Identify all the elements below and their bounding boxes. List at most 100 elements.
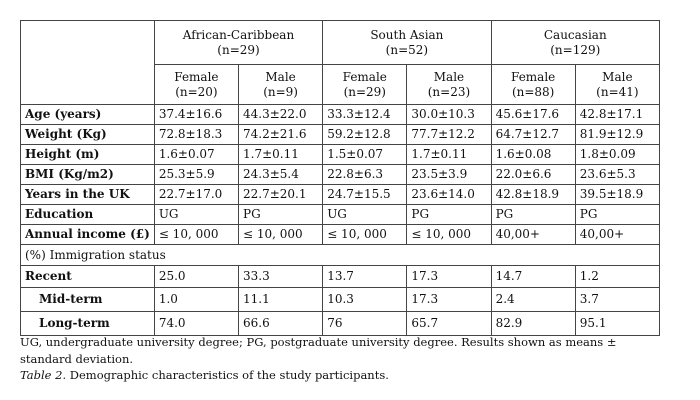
sex-count: (n=9): [263, 84, 298, 99]
table-cell: 22.7±20.1: [237, 184, 324, 205]
table-cell: 37.4±16.6: [153, 104, 240, 125]
table-cell: 23.5±3.9: [406, 164, 492, 185]
table-row-annual-income: Annual income (£) ≤ 10, 000 ≤ 10, 000 ≤ …: [20, 224, 661, 245]
row-label: Age (years): [20, 104, 155, 125]
sex-label: Female: [174, 70, 219, 85]
sex-label: Female: [511, 70, 556, 85]
row-label: Education: [20, 204, 155, 225]
row-label: Long-term: [20, 311, 155, 336]
table-cell: 95.1: [574, 311, 661, 336]
table-cell: 25.3±5.9: [153, 164, 240, 185]
sex-label: Female: [342, 70, 387, 85]
table-cell: 82.9: [490, 311, 576, 336]
table-cell: 10.3: [322, 287, 408, 312]
table-cell: 64.7±12.7: [490, 124, 576, 145]
sex-count: (n=29): [343, 84, 386, 99]
sex-header-cell: Male (n=9): [237, 64, 324, 105]
group-count: (n=129): [550, 42, 601, 57]
table-cell: 77.7±12.2: [406, 124, 492, 145]
table-cell: 1.7±0.11: [406, 144, 492, 165]
table-cell: 1.8±0.09: [574, 144, 661, 165]
table-cell: 33.3±12.4: [322, 104, 408, 125]
row-label: Height (m): [20, 144, 155, 165]
table-cell: PG: [490, 204, 576, 225]
table-cell: 24.7±15.5: [322, 184, 408, 205]
table-cell: 45.6±17.6: [490, 104, 576, 125]
table-cell: 33.3: [237, 265, 324, 288]
sex-header-row: Female (n=20) Male (n=9) Female (n=29) M…: [21, 64, 661, 105]
sex-label: Male: [433, 70, 465, 85]
group-name: South Asian: [370, 28, 444, 43]
table-cell: PG: [574, 204, 661, 225]
group-header-african-caribbean: African-Caribbean (n=29): [153, 20, 324, 65]
sex-label: Male: [265, 70, 296, 85]
table-cell: 22.8±6.3: [322, 164, 408, 185]
table-row-mid-term: Mid-term 1.0 11.1 10.3 17.3 2.4 3.7: [20, 287, 661, 312]
table-cell: PG: [406, 204, 492, 225]
immigration-header-row: (%) Immigration status: [20, 244, 660, 266]
table-cell: 25.0: [153, 265, 240, 288]
group-count: (n=52): [385, 42, 429, 57]
table-cell: UG: [322, 204, 408, 225]
footnote: UG, undergraduate university degree; PG,…: [20, 335, 617, 366]
sex-count: (n=41): [596, 84, 639, 99]
group-header-south-asian: South Asian (n=52): [322, 20, 492, 65]
sex-header-cell: Female (n=20): [153, 64, 240, 105]
sex-count: (n=23): [427, 84, 471, 99]
group-count: (n=29): [217, 42, 260, 57]
table-cell: ≤ 10, 000: [322, 224, 408, 245]
table-cell: 42.8±17.1: [574, 104, 661, 125]
table-cell: 14.7: [490, 265, 576, 288]
table-cell: 22.0±6.6: [490, 164, 576, 185]
table-cell: 76: [322, 311, 408, 336]
empty-corner-cell: [20, 20, 155, 105]
immigration-header: (%) Immigration status: [20, 244, 660, 266]
table-row-years-in-uk: Years in the UK 22.7±17.0 22.7±20.1 24.7…: [20, 184, 661, 205]
table-cell: 66.6: [237, 311, 324, 336]
table-cell: 40,00+: [574, 224, 661, 245]
table-container: African-Caribbean (n=29) South Asian (n=…: [20, 20, 661, 336]
table-cell: 30.0±10.3: [406, 104, 492, 125]
group-header-caucasian: Caucasian (n=129): [490, 20, 661, 65]
table-cell: 44.3±22.0: [237, 104, 324, 125]
table-cell: 23.6±5.3: [574, 164, 661, 185]
table-row-recent: Recent 25.0 33.3 13.7 17.3 14.7 1.2: [20, 265, 661, 288]
table-cell: 1.6±0.07: [153, 144, 240, 165]
table-cell: ≤ 10, 000: [237, 224, 324, 245]
table-row-bmi: BMI (Kg/m2) 25.3±5.9 24.3±5.4 22.8±6.3 2…: [20, 164, 661, 185]
table-row-long-term: Long-term 74.0 66.6 76 65.7 82.9 95.1: [20, 311, 661, 336]
table-cell: 1.7±0.11: [237, 144, 324, 165]
table-cell: 81.9±12.9: [574, 124, 661, 145]
group-name: Caucasian: [543, 28, 607, 43]
table-row-education: Education UG PG UG PG PG PG: [20, 204, 661, 225]
table-cell: 13.7: [322, 265, 408, 288]
table-cell: 74.2±21.6: [237, 124, 324, 145]
table-cell: 11.1: [237, 287, 324, 312]
sex-count: (n=88): [511, 84, 555, 99]
table-cell: 1.5±0.07: [322, 144, 408, 165]
table-row-age: Age (years) 37.4±16.6 44.3±22.0 33.3±12.…: [20, 104, 661, 125]
table-cell: UG: [153, 204, 240, 225]
group-header-row: African-Caribbean (n=29) South Asian (n=…: [20, 20, 661, 105]
table-cell: 59.2±12.8: [322, 124, 408, 145]
row-label: Mid-term: [20, 287, 155, 312]
table-cell: 74.0: [153, 311, 240, 336]
table-cell: 72.8±18.3: [153, 124, 240, 145]
table-cell: 22.7±17.0: [153, 184, 240, 205]
table-cell: 65.7: [406, 311, 492, 336]
table-row-height: Height (m) 1.6±0.07 1.7±0.11 1.5±0.07 1.…: [20, 144, 661, 165]
table-cell: 42.8±18.9: [490, 184, 576, 205]
group-name: African-Caribbean: [182, 28, 295, 43]
row-label: Annual income (£): [20, 224, 155, 245]
table-cell: 1.6±0.08: [490, 144, 576, 165]
table-cell: 24.3±5.4: [237, 164, 324, 185]
table-cell: 1.0: [153, 287, 240, 312]
table-cell: 17.3: [406, 287, 492, 312]
table-cell: 40,00+: [490, 224, 576, 245]
row-label: Years in the UK: [20, 184, 155, 205]
table-cell: 23.6±14.0: [406, 184, 492, 205]
row-label: BMI (Kg/m2): [20, 164, 155, 185]
table-cell: 39.5±18.9: [574, 184, 661, 205]
sex-header-cell: Female (n=29): [322, 64, 408, 105]
sex-header-cell: Male (n=23): [406, 64, 492, 105]
